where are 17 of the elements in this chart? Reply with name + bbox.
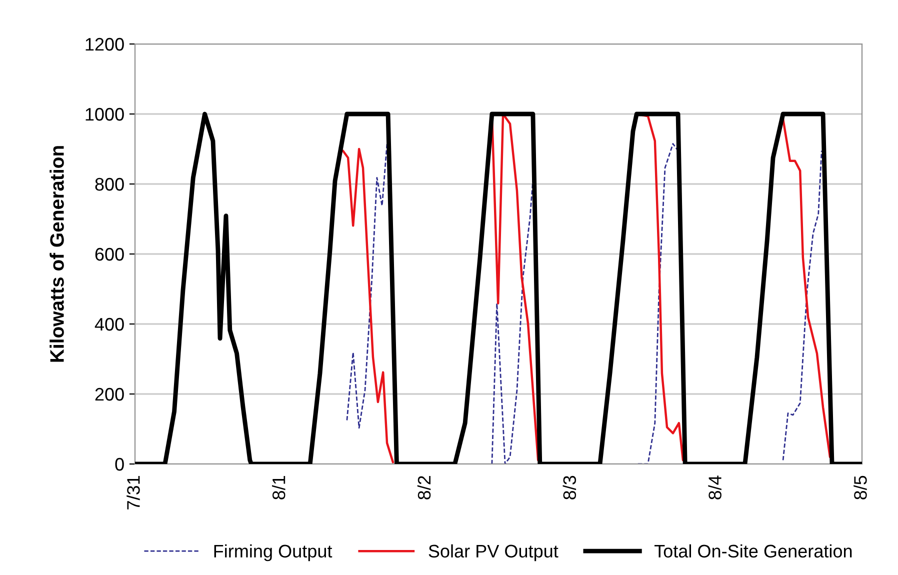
y-tick-label: 400 bbox=[94, 318, 124, 331]
y-tick-label: 800 bbox=[95, 178, 124, 191]
y-axis-title: Kilowatts of Generation bbox=[50, 146, 64, 362]
y-tick-label: 1000 bbox=[86, 108, 124, 121]
x-tick-label: 8/2 bbox=[417, 476, 431, 500]
y-tick-label: 0 bbox=[115, 458, 124, 471]
y-tick-label: 1200 bbox=[86, 38, 124, 51]
x-tick-label: 7/31 bbox=[126, 476, 140, 510]
legend-label: Firming Output bbox=[214, 544, 332, 562]
x-tick-label: 8/1 bbox=[272, 476, 286, 500]
x-tick-label: 8/4 bbox=[708, 476, 722, 500]
x-tick-label: 8/5 bbox=[854, 476, 867, 500]
y-tick-label: 200 bbox=[95, 388, 124, 401]
x-tick-label: 8/3 bbox=[562, 476, 576, 500]
legend-label: Solar PV Output bbox=[428, 544, 558, 562]
legend-label: Total On-Site Generation bbox=[654, 544, 852, 558]
y-tick-label: 600 bbox=[95, 248, 124, 261]
